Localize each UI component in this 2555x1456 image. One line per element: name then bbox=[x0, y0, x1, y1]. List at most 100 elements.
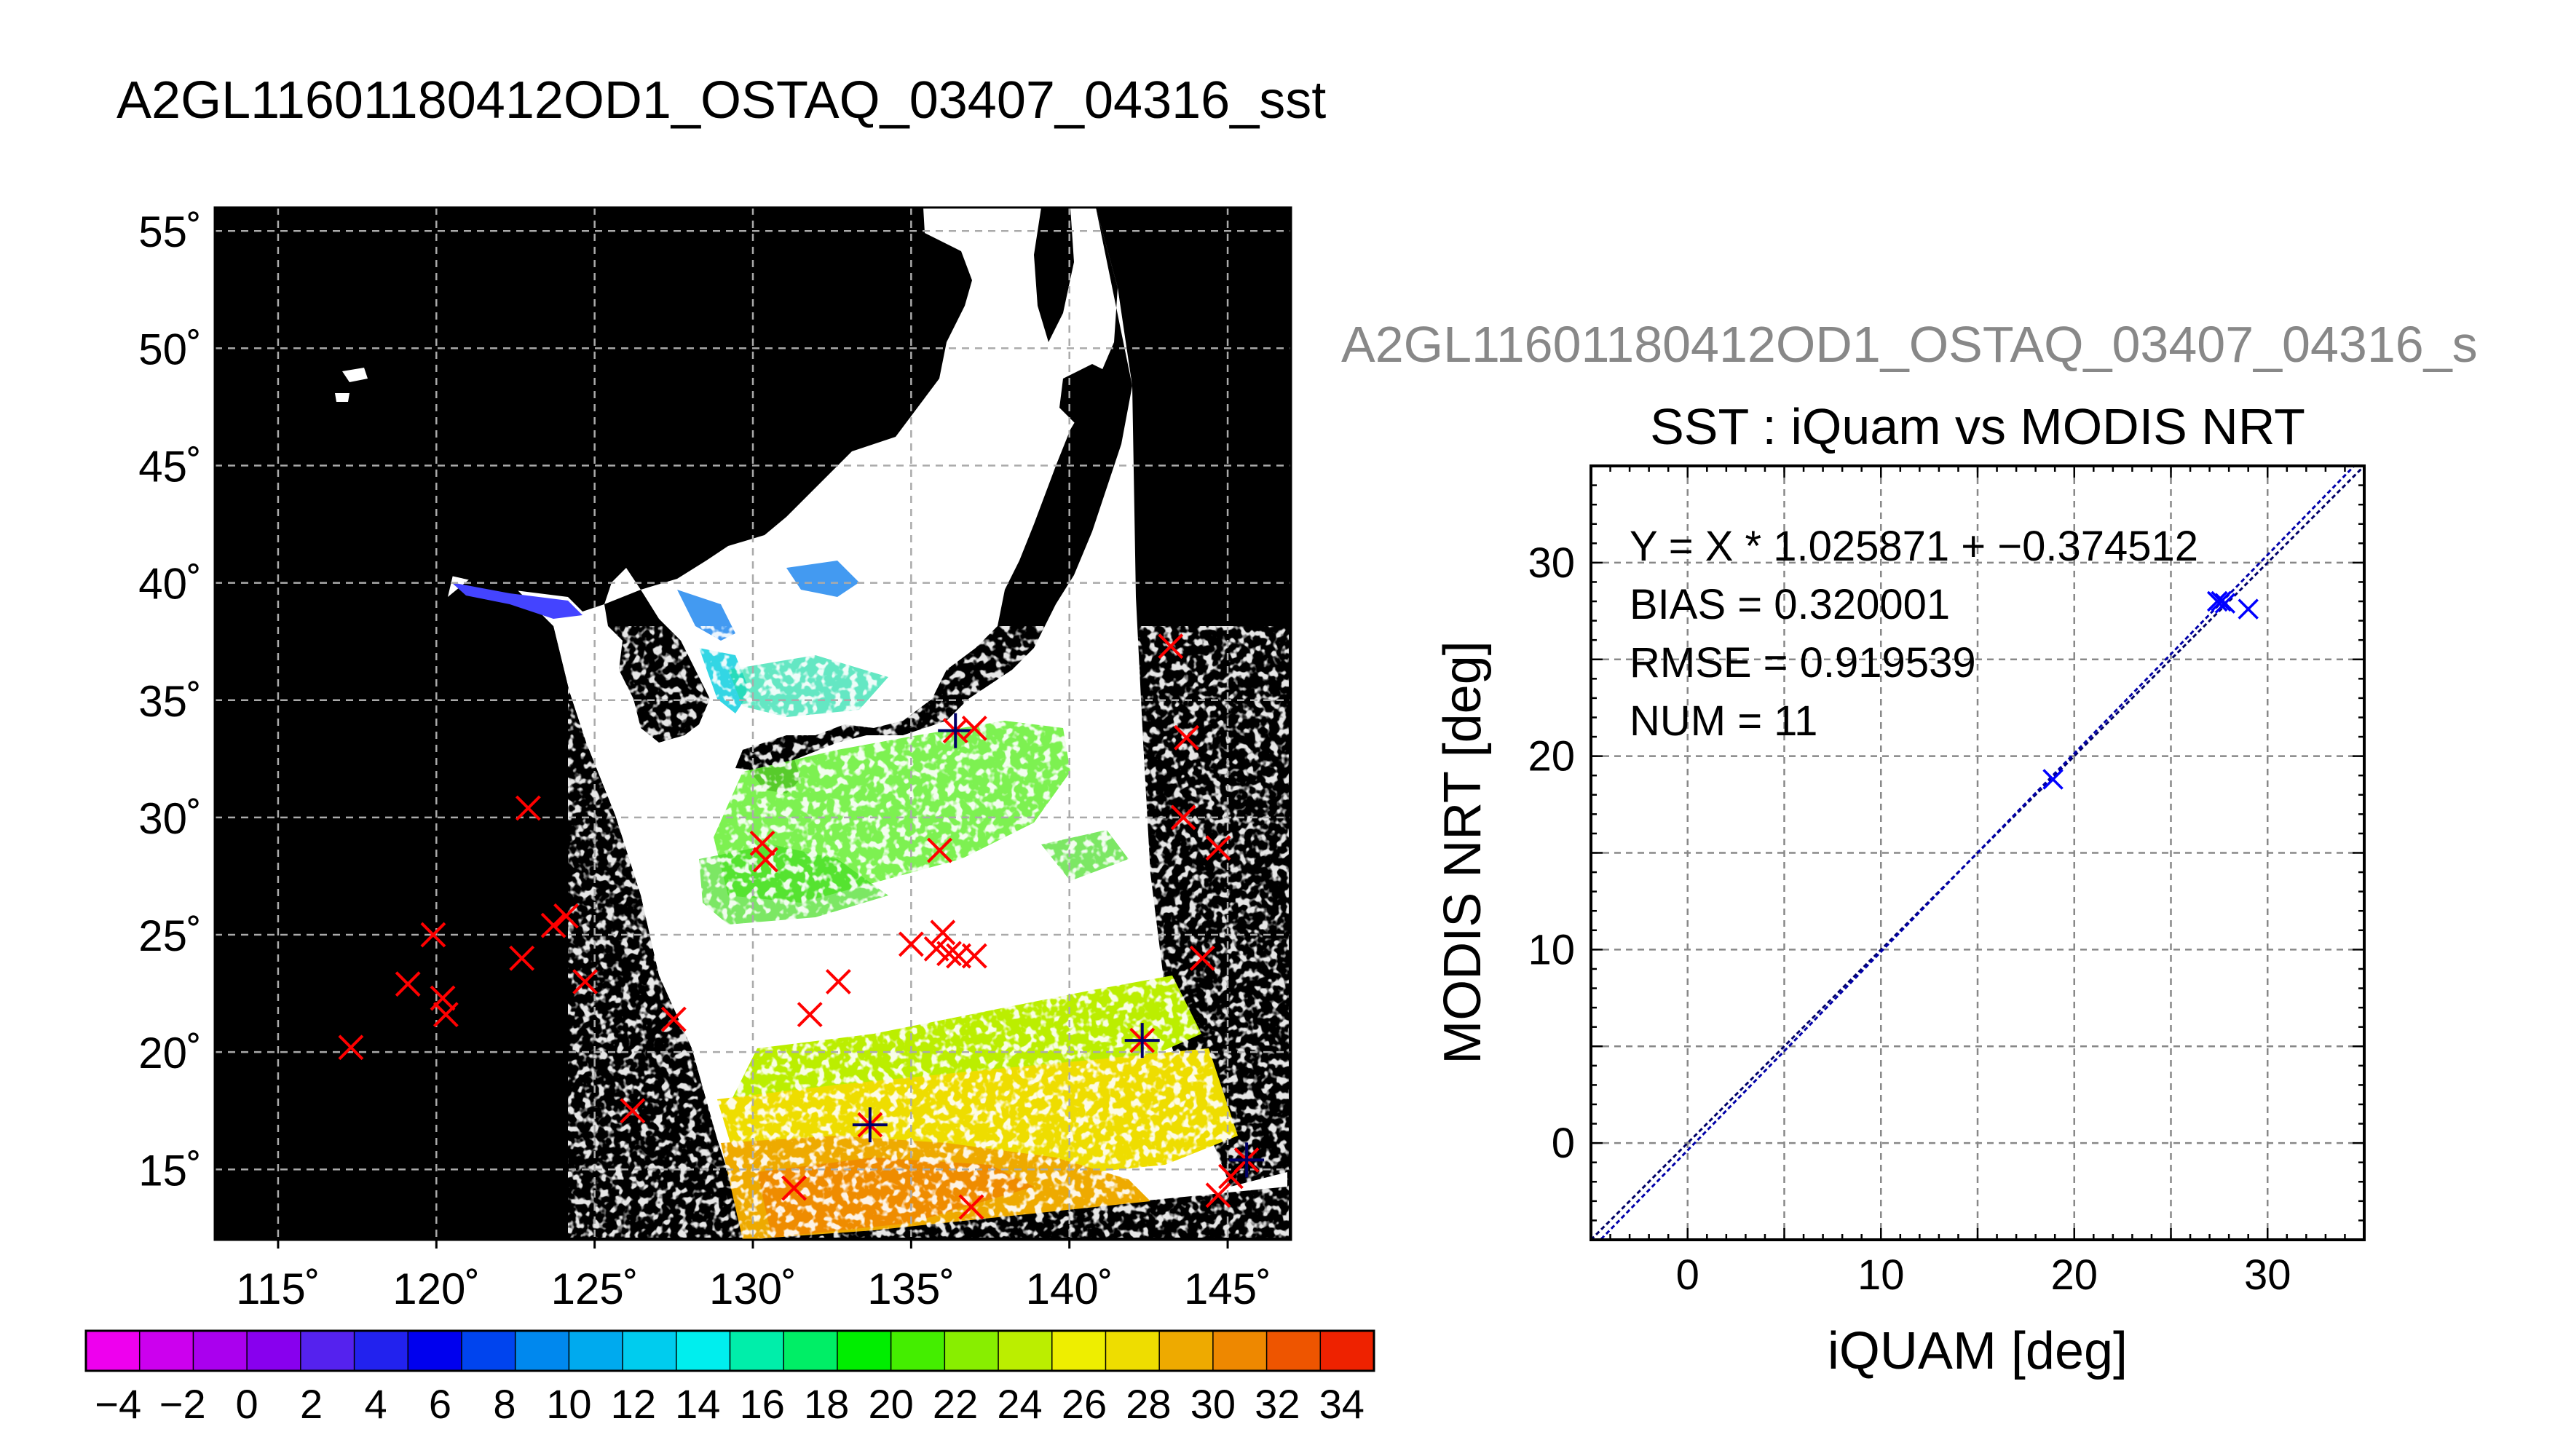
colorbar-swatch bbox=[1266, 1331, 1321, 1371]
scatter-x-tick-label: 20 bbox=[2050, 1251, 2098, 1299]
map-match-marker-stroke-b bbox=[930, 919, 956, 946]
scatter-x-label: iQUAM [deg] bbox=[1828, 1322, 2128, 1380]
map-match-marker bbox=[660, 1006, 687, 1032]
colorbar-swatch bbox=[998, 1331, 1053, 1371]
map-match-marker bbox=[1158, 633, 1184, 660]
scatter-stat-line: NUM = 11 bbox=[1630, 697, 1817, 745]
colorbar-tick-label: 32 bbox=[1255, 1381, 1300, 1427]
map-match-marker-stroke-b bbox=[927, 837, 952, 863]
map-match-marker bbox=[1174, 724, 1199, 751]
map-lon-tick-label: 135˚ bbox=[867, 1265, 955, 1313]
map-match-marker-stroke-b bbox=[797, 1002, 823, 1028]
colorbar-tick-label: 6 bbox=[429, 1381, 451, 1427]
land-luzon bbox=[379, 1114, 437, 1238]
map-lat-tick-label: 45˚ bbox=[138, 443, 202, 491]
map-match-marker bbox=[433, 1002, 459, 1028]
colorbar-swatch bbox=[623, 1331, 677, 1371]
colorbar-tick-label: 26 bbox=[1062, 1381, 1107, 1427]
colorbar-swatch bbox=[461, 1331, 516, 1371]
scatter-y-label: MODIS NRT [deg] bbox=[1434, 641, 1492, 1064]
scatter-point bbox=[2214, 593, 2236, 614]
map-match-marker-stroke-b bbox=[515, 795, 541, 821]
scatter-point-stroke-b bbox=[2042, 769, 2064, 790]
scatter-point-stroke-b bbox=[2206, 590, 2228, 612]
cloud-speckle bbox=[568, 626, 1289, 1238]
map-match-marker-stroke-b bbox=[936, 941, 962, 967]
scatter-x-tick-label: 0 bbox=[1676, 1251, 1699, 1299]
colorbar-swatch bbox=[676, 1331, 731, 1371]
map-match-marker-stroke-b bbox=[1174, 724, 1199, 751]
colorbar-tick-label: 2 bbox=[300, 1381, 323, 1427]
map-lon-tick-label: 140˚ bbox=[1026, 1265, 1113, 1313]
colorbar-frame bbox=[84, 1329, 1375, 1372]
colorbar-swatch bbox=[247, 1331, 301, 1371]
map-lon-tick-label: 130˚ bbox=[709, 1265, 797, 1313]
colorbar-swatch bbox=[86, 1331, 141, 1371]
colorbar-tick-label: 16 bbox=[740, 1381, 785, 1427]
map-match-marker bbox=[936, 941, 962, 967]
map-lat-tick-label: 15˚ bbox=[138, 1146, 202, 1195]
colorbar-swatch bbox=[837, 1331, 892, 1371]
map-match-marker bbox=[797, 1002, 823, 1028]
scatter-title: SST : iQuam vs MODIS NRT bbox=[1650, 398, 2305, 455]
map-match-marker bbox=[572, 969, 599, 994]
colorbar-swatch bbox=[408, 1331, 462, 1371]
map-match-marker bbox=[515, 795, 541, 821]
sst-north-cool bbox=[677, 561, 859, 641]
map-match-marker-stroke-b bbox=[572, 969, 599, 994]
map-match-marker-stroke-b bbox=[958, 1194, 984, 1220]
map-match-marker-stroke-b bbox=[1205, 835, 1231, 861]
scatter-point bbox=[2238, 598, 2259, 620]
map-match-marker bbox=[509, 945, 535, 971]
map-match-marker bbox=[1170, 804, 1196, 831]
map-match-marker bbox=[553, 903, 579, 929]
colorbar-swatch bbox=[1159, 1331, 1214, 1371]
map-match-marker bbox=[781, 1175, 807, 1201]
land-sakhalin bbox=[1034, 207, 1074, 342]
scatter-y-tick-label: 10 bbox=[1528, 926, 1575, 973]
overlay-title: A2GL11601180412OD1_OSTAQ_03407_04316_s bbox=[1341, 316, 2478, 373]
colorbar-tick-label: 4 bbox=[364, 1381, 387, 1427]
colorbar-tick-label: 8 bbox=[493, 1381, 516, 1427]
map-lon-tick-label: 145˚ bbox=[1184, 1265, 1271, 1313]
scatter-y-tick-label: 20 bbox=[1528, 733, 1575, 780]
map-match-marker-stroke-b bbox=[1170, 804, 1196, 831]
map-match-marker bbox=[898, 931, 924, 957]
map-match-marker bbox=[338, 1034, 364, 1061]
map-match-marker bbox=[930, 919, 956, 946]
map-match-marker bbox=[1189, 945, 1215, 971]
colorbar-swatch bbox=[569, 1331, 623, 1371]
map-match-marker-stroke-b bbox=[509, 945, 535, 971]
map-match-marker-stroke-b bbox=[430, 985, 456, 1011]
colorbar-tick-label: 0 bbox=[236, 1381, 258, 1427]
colorbar-swatch bbox=[354, 1331, 408, 1371]
map-lat-tick-label: 50˚ bbox=[138, 325, 202, 373]
colorbar-tick-label: 12 bbox=[611, 1381, 656, 1427]
map-lat-tick-label: 30˚ bbox=[138, 794, 202, 843]
map-match-marker-stroke-b bbox=[433, 1002, 459, 1028]
map-match-marker bbox=[961, 716, 987, 741]
colorbar-swatch bbox=[944, 1331, 999, 1371]
scatter-point-stroke-b bbox=[2238, 598, 2259, 620]
scatter-x-tick-label: 10 bbox=[1857, 1251, 1905, 1299]
scatter-plot: A2GL11601180412OD1_OSTAQ_03407_04316_s S… bbox=[1341, 316, 2478, 1380]
scatter-point-stroke-b bbox=[2211, 590, 2232, 612]
page-title: A2GL11601180412OD1_OSTAQ_03407_04316_sst bbox=[117, 71, 1326, 130]
map-match-marker-stroke-b bbox=[749, 830, 775, 856]
map-match-marker bbox=[1205, 1182, 1231, 1208]
map-lon-tick-label: 115˚ bbox=[236, 1265, 320, 1313]
map-match-marker-stroke-b bbox=[660, 1006, 687, 1032]
colorbar-swatch bbox=[1212, 1331, 1268, 1371]
map-lat-tick-label: 55˚ bbox=[138, 207, 202, 256]
map-match-marker bbox=[958, 1194, 984, 1220]
colorbar-tick-label: 10 bbox=[546, 1381, 591, 1427]
colorbar-tick-label: 24 bbox=[997, 1381, 1042, 1427]
colorbar-tick-label: 22 bbox=[933, 1381, 978, 1427]
scatter-stat-line: BIAS = 0.320001 bbox=[1630, 581, 1950, 628]
map-lon-tick-label: 120˚ bbox=[392, 1265, 480, 1313]
map-lat-tick-label: 20˚ bbox=[138, 1029, 202, 1077]
map-match-marker-stroke-b bbox=[1158, 633, 1184, 660]
map-match-marker bbox=[420, 922, 446, 948]
